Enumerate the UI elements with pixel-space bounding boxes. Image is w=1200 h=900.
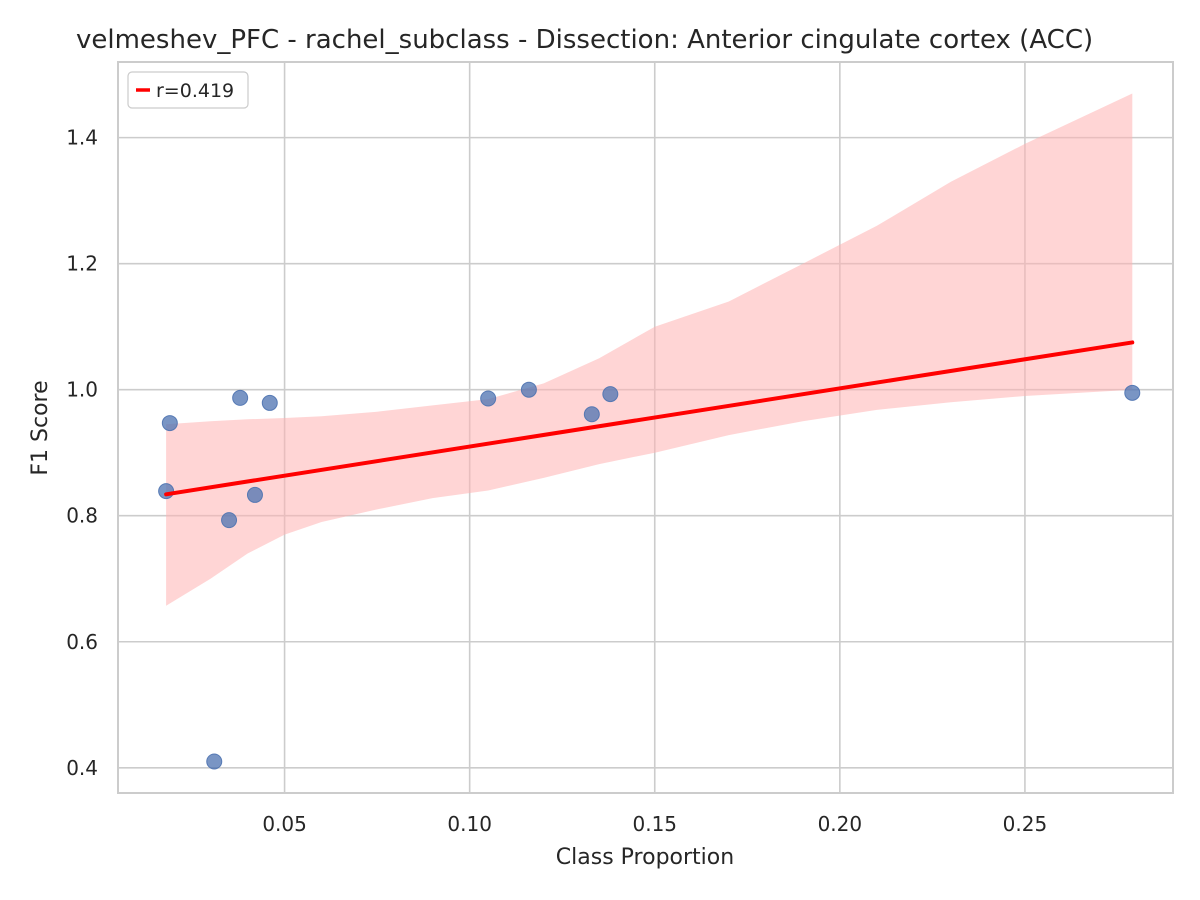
y-tick-label: 1.4: [66, 126, 98, 150]
x-tick-label: 0.10: [447, 812, 492, 836]
data-point: [1124, 384, 1141, 401]
data-point: [261, 394, 278, 411]
data-point: [161, 415, 178, 432]
y-tick-label: 0.8: [66, 504, 98, 528]
data-point: [480, 390, 497, 407]
y-tick-label: 0.4: [66, 756, 98, 780]
data-point: [206, 753, 223, 770]
confidence-band: [166, 93, 1133, 606]
data-point: [602, 386, 619, 403]
data-point: [246, 486, 263, 503]
data-point: [158, 483, 175, 500]
regression-line: [164, 340, 1135, 497]
data-point: [232, 389, 249, 406]
x-tick-label: 0.20: [818, 812, 863, 836]
x-tick-label: 0.25: [1003, 812, 1048, 836]
confidence-band-layer: [166, 93, 1133, 606]
data-point: [583, 406, 600, 423]
data-point: [221, 512, 238, 529]
x-tick-label: 0.05: [262, 812, 307, 836]
y-tick-labels: 0.4 0.6 0.8 1.0 1.2 1.4: [66, 126, 98, 780]
plot-frame: [117, 61, 1174, 794]
chart-title: velmeshev_PFC - rachel_subclass - Dissec…: [76, 25, 1093, 55]
x-tick-labels: 0.05 0.10 0.15 0.20 0.25: [262, 812, 1047, 836]
regression-layer: [164, 340, 1135, 497]
y-tick-label: 1.0: [66, 378, 98, 402]
y-tick-label: 1.2: [66, 252, 98, 276]
data-point: [520, 381, 537, 398]
legend: r=0.419: [127, 71, 249, 109]
x-tick-label: 0.15: [632, 812, 677, 836]
y-tick-label: 0.6: [66, 630, 98, 654]
legend-label: r=0.419: [156, 80, 234, 102]
x-axis-label: Class Proportion: [556, 845, 734, 870]
y-axis-label: F1 Score: [28, 380, 53, 475]
legend-box: [127, 71, 249, 109]
